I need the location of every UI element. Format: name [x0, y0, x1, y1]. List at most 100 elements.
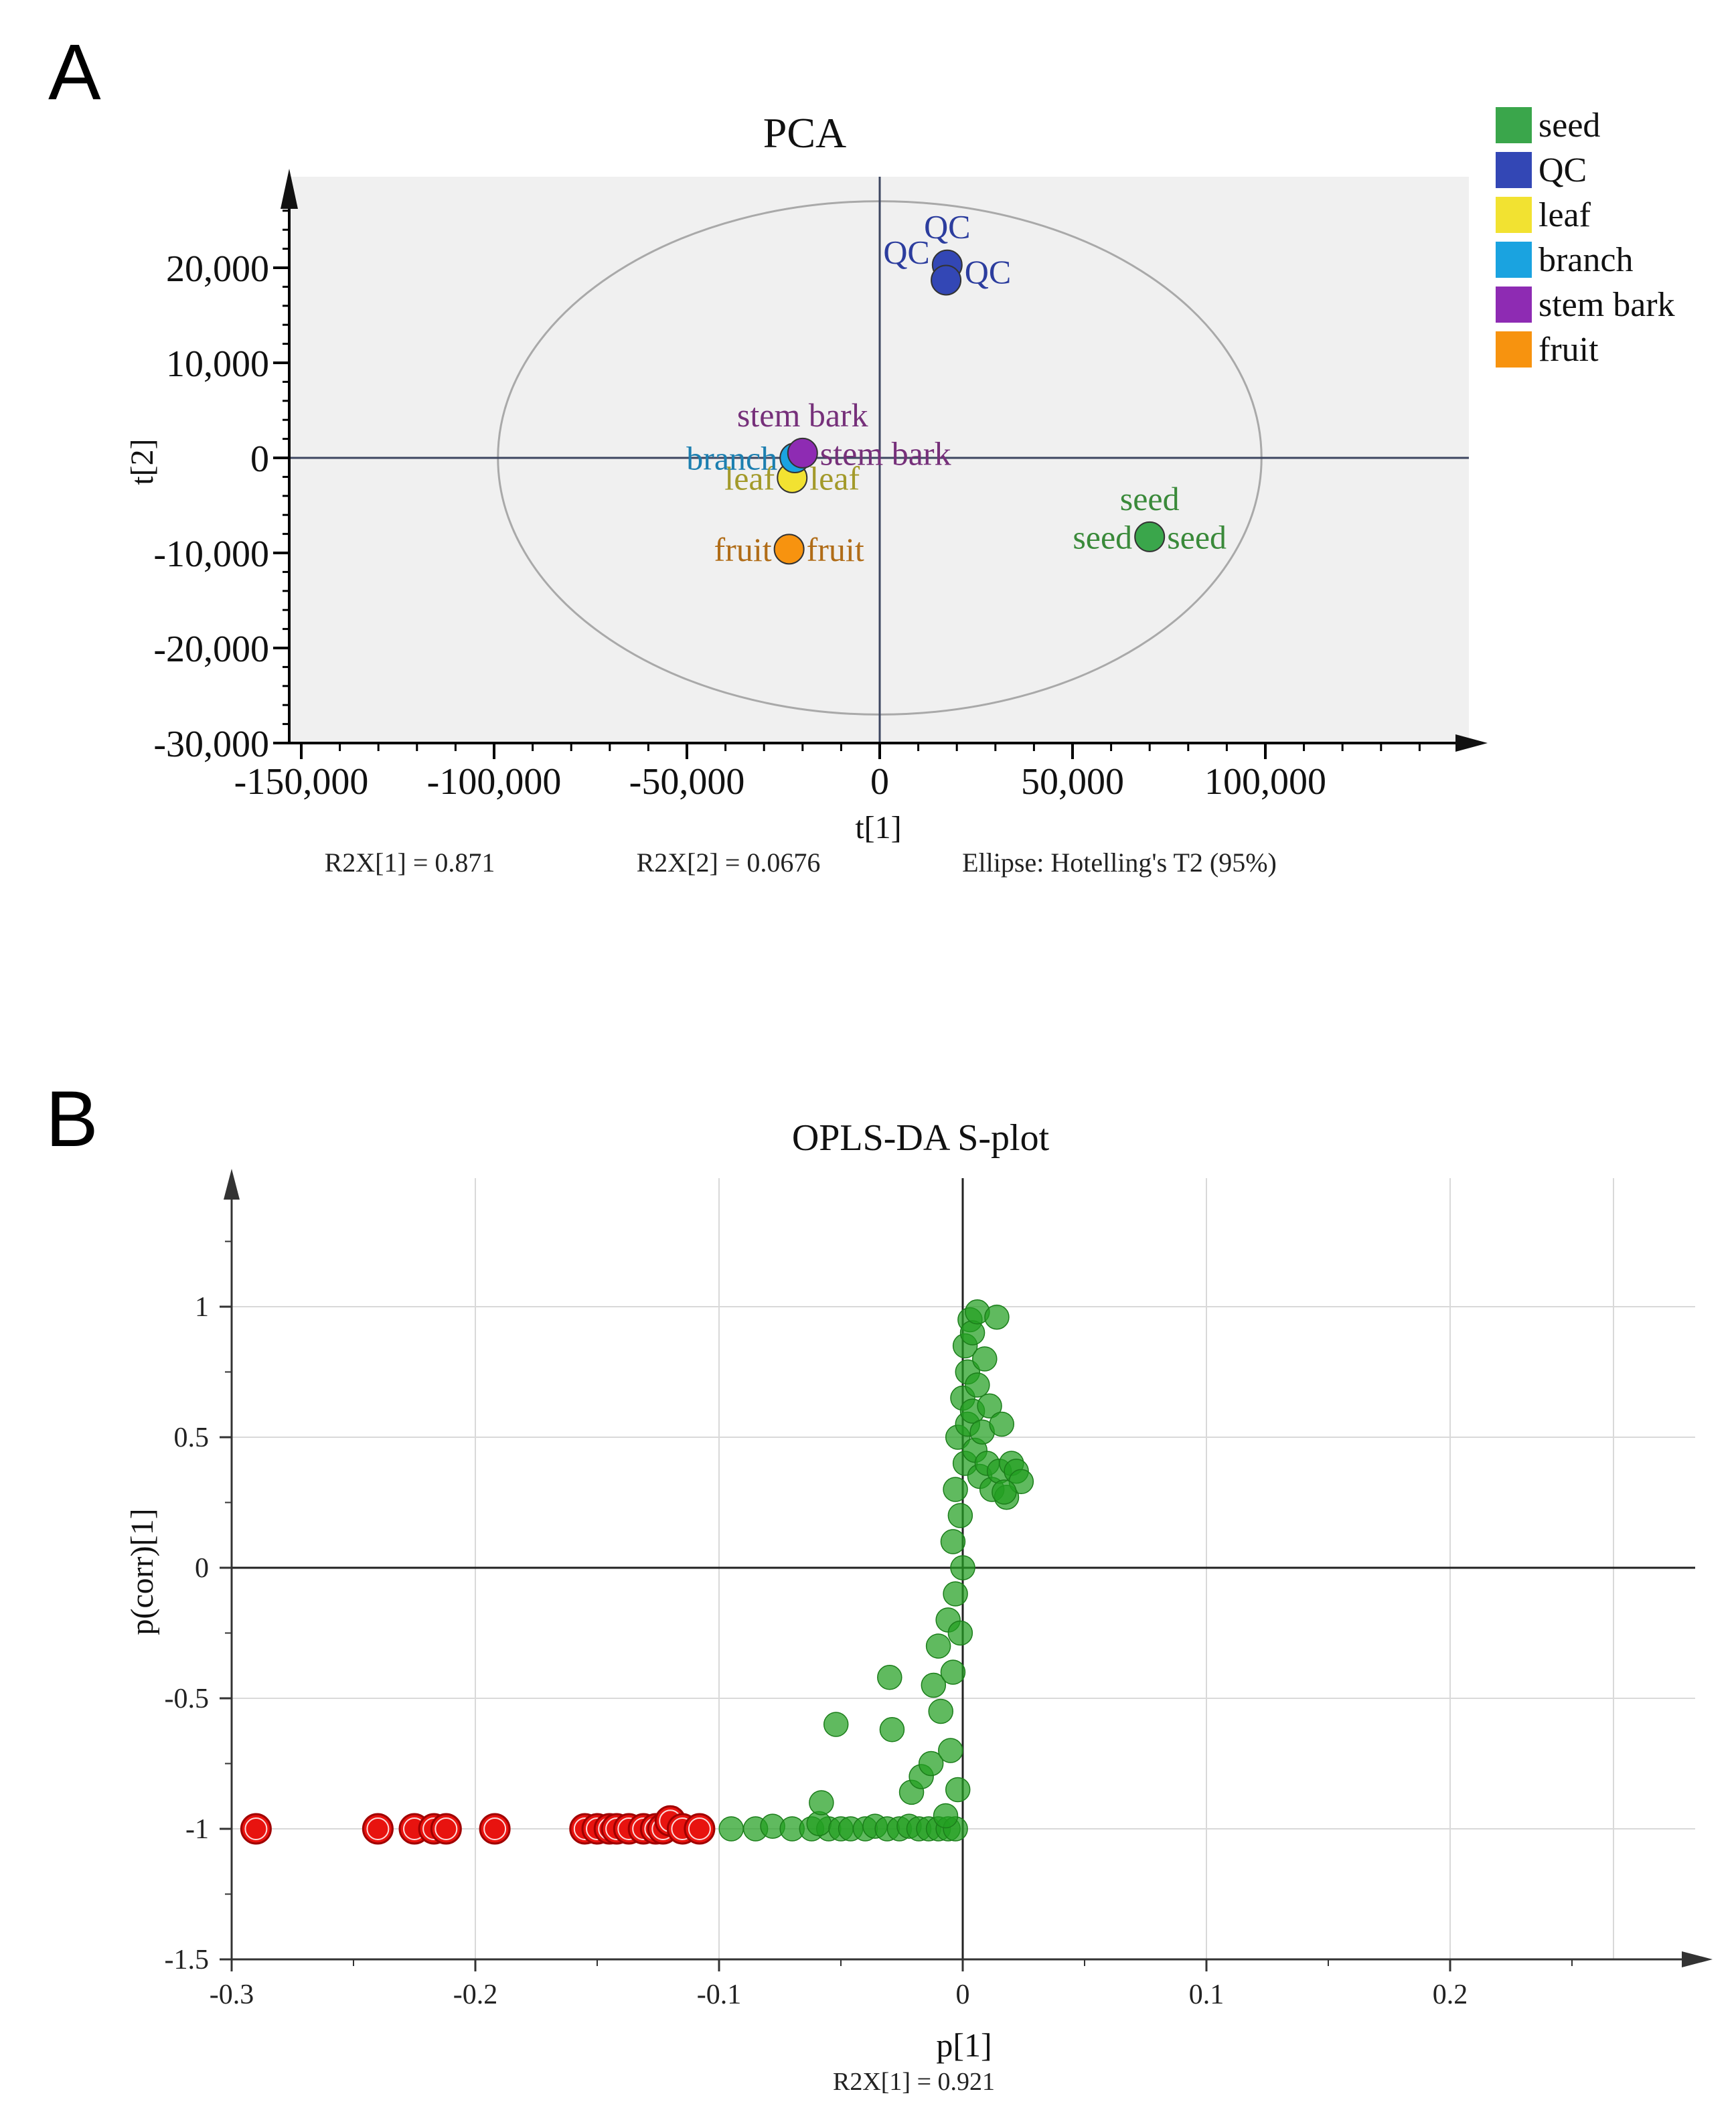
legend-swatch-stem-bark: [1496, 287, 1532, 323]
pca-x-tick-label: -150,000: [234, 761, 369, 803]
legend-label-leaf: leaf: [1538, 196, 1591, 234]
splot-x-tick-label: 0.2: [1433, 1979, 1468, 2010]
splot-point-other: [879, 1717, 905, 1742]
pca-y-tick-label: 20,000: [166, 248, 269, 290]
legend-label-stem-bark: stem bark: [1538, 286, 1675, 324]
splot-point-other: [806, 1811, 832, 1836]
splot-point-other: [928, 1698, 953, 1724]
legend-label-qc: QC: [1538, 151, 1587, 189]
splot-point-other: [823, 1712, 849, 1737]
splot-point-other: [943, 1581, 968, 1607]
splot-point-other: [921, 1672, 947, 1698]
legend-swatch-leaf: [1496, 197, 1532, 233]
splot-point-other: [938, 1738, 963, 1763]
splot-x-tick-label: -0.3: [210, 1979, 254, 2010]
pca-point-label-leaf: leaf: [724, 459, 775, 497]
legend-swatch-qc: [1496, 152, 1532, 188]
splot-point-other: [992, 1479, 1017, 1505]
pca-x-tick-label: 50,000: [1021, 761, 1124, 803]
splot-point-other: [718, 1816, 744, 1842]
pca-r2x2-note: R2X[2] = 0.0676: [637, 847, 821, 878]
splot-point-other: [809, 1790, 834, 1815]
pca-point-label-seed: seed: [1073, 518, 1132, 556]
pca-y-tick-label: -20,000: [153, 629, 269, 670]
splot-point-other: [972, 1346, 998, 1372]
legend-swatch-branch: [1496, 242, 1532, 278]
splot-point-significant-ring: [435, 1817, 458, 1840]
splot-point-significant-ring: [483, 1817, 507, 1840]
pca-title: PCA: [763, 109, 847, 157]
splot-x-axis-label: p[1]: [936, 2026, 992, 2064]
pca-point-label-qc: QC: [883, 234, 929, 271]
splot-point-other: [989, 1411, 1014, 1437]
splot-point-other: [933, 1803, 959, 1829]
splot-point-other: [984, 1304, 1010, 1330]
splot-y-tick-label: 0.5: [174, 1422, 210, 1453]
pca-chart: PCA t[1] t[2] R2X[1] = 0.871 R2X[2] = 0.…: [125, 106, 1675, 878]
pca-point-label-fruit: fruit: [714, 531, 772, 568]
splot-point-other: [877, 1665, 902, 1690]
splot-x-tick-label: 0.1: [1189, 1979, 1225, 2010]
pca-y-tick-label: 0: [250, 438, 269, 480]
splot-x-axis-arrow: [1682, 1951, 1713, 1967]
pca-x-tick-label: -100,000: [427, 761, 562, 803]
splot-y-tick-label: 0: [195, 1553, 209, 1584]
pca-ellipse-note: Ellipse: Hotelling's T2 (95%): [962, 847, 1277, 878]
pca-x-tick-label: 100,000: [1204, 761, 1326, 803]
pca-point-qc: [931, 264, 962, 296]
legend-swatch-seed: [1496, 107, 1532, 143]
splot-point-significant-ring: [366, 1817, 390, 1840]
splot-y-axis-label: p(corr)[1]: [125, 1508, 160, 1635]
splot-x-tick-label: 0: [956, 1979, 970, 2010]
splot-point-other: [943, 1477, 968, 1502]
pca-point-label-seed: seed: [1167, 518, 1227, 556]
pca-point-label-stem-bark: stem bark: [737, 396, 868, 434]
splot-point-other: [977, 1393, 1002, 1418]
splot-x-tick-label: -0.1: [697, 1979, 742, 2010]
pca-legend: seed QC leaf branch stem bark fruit: [1496, 106, 1675, 369]
pca-point-label-qc: QC: [924, 208, 970, 246]
splot-point-significant-ring: [244, 1817, 268, 1840]
pca-point-label-qc: QC: [965, 253, 1011, 291]
legend-label-seed: seed: [1538, 106, 1600, 145]
splot-y-tick-label: -1: [185, 1814, 209, 1845]
pca-point-label-fruit: fruit: [807, 531, 864, 568]
splot-point-other: [947, 1620, 973, 1646]
splot-title: OPLS-DA S-plot: [792, 1117, 1050, 1159]
splot-point-other: [918, 1751, 944, 1777]
pca-point-seed: [1134, 521, 1166, 552]
pca-point-fruit: [773, 534, 805, 565]
pca-point-label-leaf: leaf: [809, 459, 860, 497]
splot-point-other: [947, 1503, 973, 1528]
splot-point-other: [965, 1372, 990, 1398]
pca-point-label-seed: seed: [1120, 480, 1180, 517]
panel-label-b: B: [46, 1075, 98, 1163]
splot-point-other: [959, 1320, 985, 1346]
splot-point-other: [945, 1777, 971, 1803]
pca-point-label-stem-bark: stem bark: [820, 434, 951, 472]
pca-x-tick-label: -50,000: [629, 761, 745, 803]
splot-y-tick-label: -1.5: [165, 1945, 210, 1975]
pca-x-tick-label: 0: [870, 761, 889, 803]
splot-y-tick-label: 1: [195, 1292, 209, 1323]
splot-chart: OPLS-DA S-plot p[1] R2X[1] = 0.921 p(cor…: [125, 1117, 1713, 2096]
splot-y-axis-arrow: [224, 1169, 240, 1200]
legend-label-branch: branch: [1538, 241, 1633, 279]
splot-y-tick-label: -0.5: [165, 1684, 210, 1714]
pca-y-tick-label: 10,000: [166, 343, 269, 385]
pca-r2x1-note: R2X[1] = 0.871: [325, 847, 495, 878]
legend-label-fruit: fruit: [1538, 331, 1599, 369]
pca-y-axis-arrow: [281, 169, 298, 209]
splot-point-other: [925, 1633, 951, 1659]
splot-x-tick-label: -0.2: [453, 1979, 498, 2010]
pca-x-axis-label: t[1]: [855, 810, 901, 845]
splot-r2x-note: R2X[1] = 0.921: [833, 2068, 995, 2096]
pca-y-axis-label: t[2]: [125, 438, 160, 485]
splot-point-significant-ring: [688, 1817, 711, 1840]
splot-point-other: [940, 1529, 966, 1554]
pca-point-stem-bark: [787, 437, 818, 469]
panel-label-a: A: [48, 28, 101, 116]
pca-y-tick-label: -10,000: [153, 534, 269, 575]
